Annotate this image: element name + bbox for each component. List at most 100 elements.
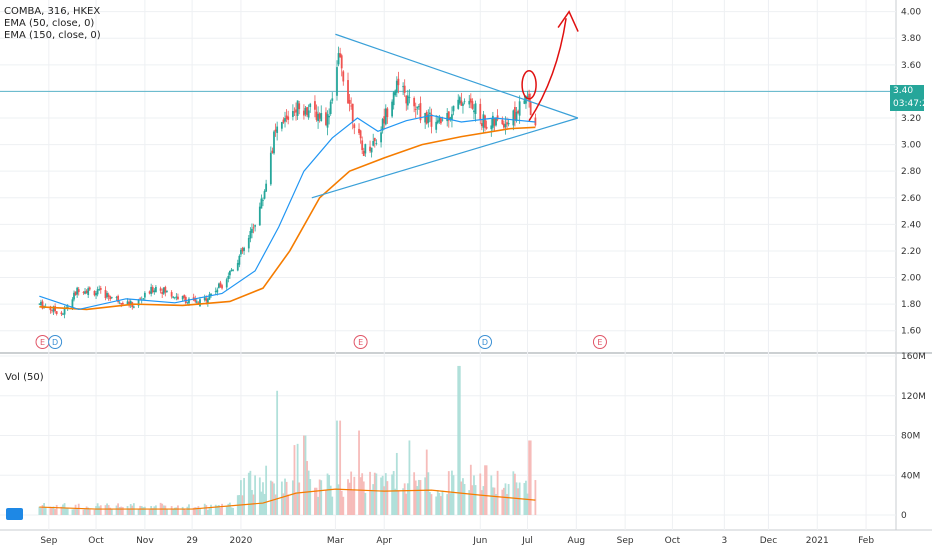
- volume-bar: [473, 475, 475, 515]
- volume-bar: [192, 507, 195, 515]
- volume-bar: [413, 472, 416, 515]
- candle-body: [84, 291, 86, 294]
- time-tick-label: Mar: [327, 536, 344, 546]
- candle-body: [372, 141, 375, 146]
- candle-body: [403, 85, 406, 93]
- volume-bar: [485, 465, 488, 515]
- candle-body: [173, 297, 176, 299]
- candle-body: [514, 106, 516, 121]
- volume-bar: [306, 461, 308, 515]
- volume-bars: [38, 365, 537, 515]
- volume-bar: [95, 506, 97, 515]
- volume-bar: [375, 473, 378, 515]
- candle-body: [364, 144, 367, 154]
- volume-bar: [274, 494, 277, 515]
- candle-body: [451, 114, 453, 120]
- candle-body: [230, 269, 233, 271]
- candle-body: [161, 291, 164, 294]
- volume-bar: [296, 443, 299, 515]
- candle-body: [263, 191, 266, 199]
- candle-body: [273, 131, 275, 154]
- volume-bar: [441, 490, 444, 515]
- volume-bar: [153, 506, 156, 515]
- candle-body: [265, 183, 268, 192]
- volume-bar: [438, 493, 441, 515]
- candle-body: [383, 116, 386, 124]
- candle-body: [501, 119, 504, 125]
- candle-body: [473, 110, 475, 113]
- candle-body: [87, 288, 90, 295]
- volume-bar: [265, 465, 268, 515]
- candle-body: [154, 286, 157, 293]
- volume-bar: [309, 479, 312, 515]
- volume-bar: [139, 505, 142, 515]
- candle-body: [304, 107, 307, 115]
- candle-body: [151, 287, 154, 293]
- volume-bar: [40, 507, 42, 515]
- candle-body: [240, 249, 242, 255]
- volume-bar: [110, 508, 113, 515]
- volume-bar: [251, 490, 253, 515]
- candle-body: [106, 293, 108, 298]
- candle-body: [210, 293, 212, 296]
- candle-body: [490, 125, 493, 130]
- volume-bar: [325, 490, 327, 515]
- candle-body: [392, 92, 395, 106]
- volume-bar: [128, 508, 131, 515]
- volume-bar: [435, 496, 438, 515]
- volume-bar: [329, 485, 332, 515]
- candle-body: [480, 123, 483, 127]
- candle-body: [318, 113, 321, 119]
- volume-bar: [166, 509, 168, 515]
- candle-body: [315, 111, 318, 120]
- candle-body: [93, 290, 96, 296]
- candle-body: [229, 270, 231, 276]
- candle-body: [375, 143, 378, 144]
- volume-bar: [491, 487, 494, 515]
- volume-bar: [195, 507, 198, 515]
- volume-bar: [227, 503, 230, 515]
- candle-body: [137, 299, 140, 306]
- candle-body: [328, 116, 331, 118]
- candle-body: [384, 108, 387, 125]
- candle-body: [54, 306, 57, 312]
- volume-bar: [403, 483, 406, 515]
- volume-bar: [392, 471, 395, 515]
- candle-body: [276, 126, 279, 134]
- candle-body: [150, 286, 153, 294]
- annotations: [521, 10, 579, 122]
- candle-body: [170, 292, 173, 297]
- volume-bar: [98, 506, 101, 515]
- time-tick-label: Oct: [88, 536, 104, 546]
- volume-bar: [402, 488, 405, 515]
- candle-body: [175, 296, 178, 298]
- candle-body: [120, 303, 123, 305]
- candle-body: [331, 98, 334, 101]
- candle-body: [49, 306, 52, 311]
- candle-body: [293, 111, 296, 113]
- volume-bar: [84, 508, 86, 515]
- volume-bar: [348, 482, 351, 515]
- candle-body: [526, 96, 529, 99]
- volume-bar: [525, 480, 527, 515]
- candle-body: [194, 298, 197, 302]
- price-tick-label: 2.40: [901, 220, 921, 230]
- candle-body: [117, 295, 120, 302]
- candle-body: [262, 200, 264, 201]
- candle-body: [139, 298, 142, 300]
- volume-bar: [303, 435, 305, 515]
- volume-bar: [471, 485, 474, 515]
- volume-bar: [328, 475, 331, 515]
- candle-body: [271, 150, 274, 153]
- candle-body: [132, 306, 135, 308]
- volume-tick-label: 120M: [901, 392, 926, 402]
- volume-bar: [276, 390, 279, 515]
- volume-bar: [447, 471, 450, 515]
- ema150-line: [39, 126, 536, 311]
- candle-body: [309, 103, 312, 108]
- candle-body: [40, 301, 42, 306]
- ema-lines: [39, 114, 536, 311]
- volume-bar: [342, 496, 345, 515]
- volume-bar: [514, 473, 516, 515]
